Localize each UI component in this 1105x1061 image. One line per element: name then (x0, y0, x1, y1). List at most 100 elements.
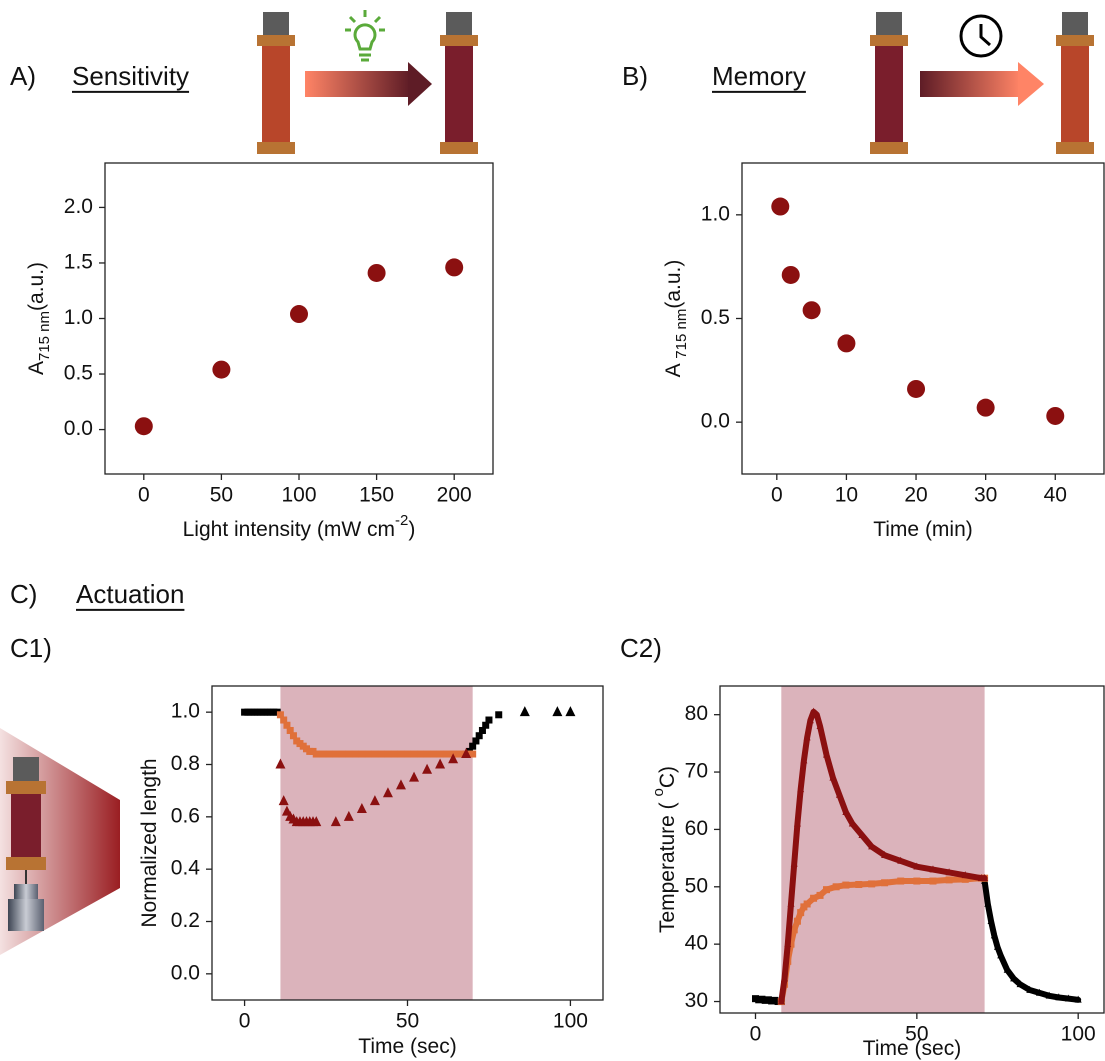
panel-label: C1) (10, 633, 52, 663)
y-tick-label: 1.0 (64, 306, 93, 329)
point (977, 399, 995, 417)
label-part: -2 (395, 512, 408, 529)
figure: C) Actuation A)Sensitivity0501001502000.… (0, 0, 1105, 1061)
point (897, 878, 904, 885)
point (352, 751, 359, 758)
y-tick-label: 0.0 (171, 961, 200, 984)
x-axis-title: Light intensity (mW cm-2) (183, 512, 416, 540)
point (445, 258, 463, 276)
point (371, 751, 378, 758)
label-part: Time (sec) (358, 1035, 456, 1058)
x-tick-label: 10 (835, 484, 858, 507)
arrow (305, 62, 432, 106)
y-axis-title: A 715 nm(a.u.) (662, 260, 691, 378)
x-tick-label: 40 (1044, 484, 1067, 507)
panel-label: B) (622, 61, 648, 91)
point (332, 751, 339, 758)
light-bulb-icon (345, 10, 385, 60)
x-tick-label: 30 (974, 484, 997, 507)
panel-title: Memory (712, 61, 806, 91)
label-part: Time (min) (873, 518, 973, 541)
label-part: 715 nm (36, 311, 53, 361)
label-part: Light intensity (mW cm (183, 518, 395, 541)
y-tick-label: 0.0 (64, 417, 93, 440)
point (946, 876, 953, 883)
sample-strip (440, 12, 478, 154)
point (810, 895, 817, 902)
point (1046, 407, 1064, 425)
y-tick-label: 0.4 (171, 857, 201, 880)
y-tick-label: 70 (685, 760, 708, 783)
sample-strip (257, 12, 295, 154)
point (430, 751, 437, 758)
section-label: C) (10, 579, 37, 609)
label-part: A (25, 361, 48, 375)
point (391, 751, 398, 758)
x-tick-label: 0 (750, 1023, 762, 1046)
y-tick-label: 30 (685, 989, 708, 1012)
x-axis-title: Time (sec) (863, 1037, 961, 1060)
x-axis-title: Time (min) (873, 518, 973, 541)
label-part: (a.u.) (662, 260, 685, 309)
label-part: (a.u.) (25, 262, 48, 311)
x-tick-label: 100 (1061, 1023, 1096, 1046)
point (803, 301, 821, 319)
y-axis-title: Normalized length (138, 758, 161, 927)
y-tick-label: 0.0 (701, 410, 730, 433)
point (368, 264, 386, 282)
sample-strip (1056, 12, 1094, 154)
point (782, 266, 800, 284)
point (378, 751, 385, 758)
point (837, 334, 855, 352)
point (565, 706, 575, 716)
y-tick-label: 1.0 (171, 700, 200, 723)
y-tick-label: 2.0 (64, 195, 93, 218)
point (881, 879, 888, 886)
y-tick-label: 1.5 (64, 251, 93, 274)
label-part: Time (sec) (863, 1037, 961, 1060)
point (212, 361, 230, 379)
y-tick-label: 1.0 (701, 202, 730, 225)
label-part: Normalized length (138, 758, 161, 927)
y-axis-title: Temperature ( oC) (650, 766, 678, 933)
y-tick-label: 0.8 (171, 752, 200, 775)
panel-label: A) (10, 61, 36, 91)
arrow (920, 62, 1044, 106)
x-tick-label: 0 (239, 1010, 251, 1033)
x-tick-label: 200 (437, 484, 472, 507)
point (397, 751, 404, 758)
y-tick-label: 0.5 (701, 306, 730, 329)
clock-icon (961, 16, 1001, 56)
point (855, 881, 862, 888)
point (842, 882, 849, 889)
y-tick-label: 60 (685, 817, 708, 840)
point (771, 198, 789, 216)
label-part: o (650, 788, 667, 796)
x-tick-label: 50 (210, 484, 233, 507)
point (358, 751, 365, 758)
point (794, 918, 801, 925)
point (804, 901, 811, 908)
point (437, 751, 444, 758)
label-part: C) (656, 766, 679, 788)
point (424, 751, 431, 758)
section-title: Actuation (76, 579, 184, 609)
y-tick-label: 0.2 (171, 909, 200, 932)
x-tick-label: 50 (396, 1010, 419, 1033)
point (443, 751, 450, 758)
point (326, 751, 333, 758)
point (817, 892, 824, 899)
light-on-region (280, 686, 472, 1000)
x-tick-label: 20 (904, 484, 927, 507)
x-tick-label: 100 (281, 484, 316, 507)
point (929, 878, 936, 885)
y-tick-label: 50 (685, 874, 708, 897)
point (313, 751, 320, 758)
label-part: ) (408, 518, 415, 541)
actuation-illustration (0, 728, 120, 955)
x-tick-label: 0 (138, 484, 150, 507)
point (495, 711, 502, 718)
panel-label: C2) (620, 633, 662, 663)
label-part: 715 nm (673, 309, 690, 359)
label-part: A (662, 359, 685, 378)
